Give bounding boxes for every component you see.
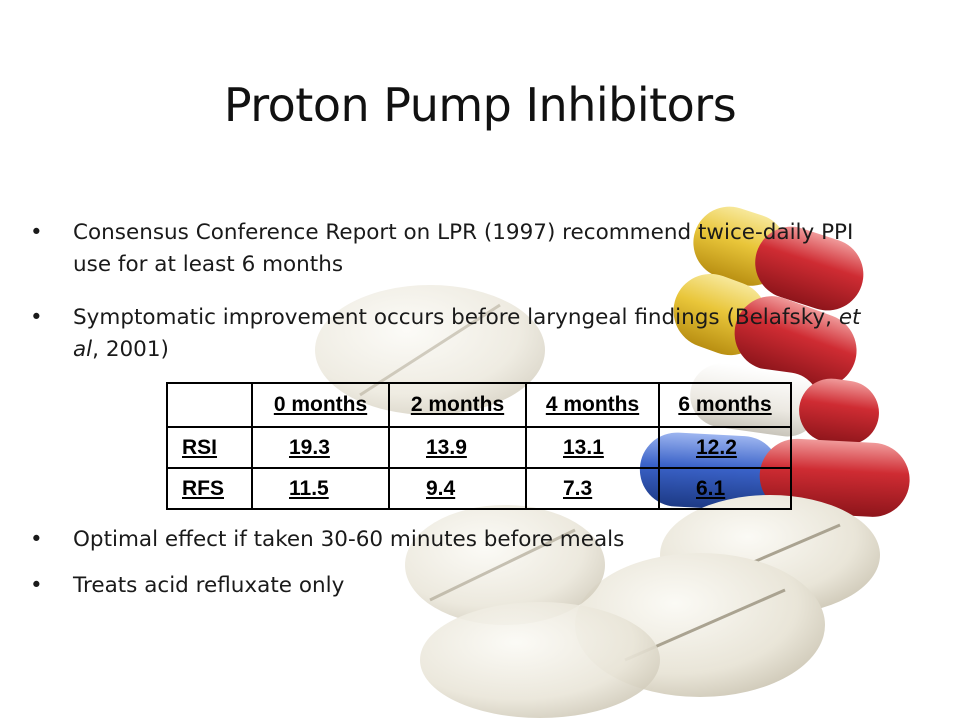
table-cell: 13.9 (388, 426, 527, 469)
bullet-marker: • (30, 573, 43, 598)
tablet-pill-icon (420, 602, 660, 718)
slide-title: Proton Pump Inhibitors (223, 78, 737, 132)
table-cell: 11.5 (251, 467, 390, 510)
table-row-label: RSI (166, 426, 253, 469)
bullet-text-italic: et al (73, 305, 861, 362)
table-header-row: 0 months 2 months 4 months 6 months (166, 382, 792, 428)
bullet-text: Treats acid refluxate only (73, 573, 345, 598)
table-row: RSI 19.3 13.9 13.1 12.2 (166, 426, 792, 469)
table-cell: 9.4 (388, 467, 527, 510)
capsule-yellow-red-icon (693, 206, 864, 311)
bullet-marker: • (30, 305, 43, 330)
capsule-yellow-red-icon (673, 273, 857, 388)
table-header-cell: 6 months (658, 382, 792, 428)
table-row: RFS 11.5 9.4 7.3 6.1 (166, 467, 792, 510)
table-header-cell: 2 months (388, 382, 527, 428)
tablet-pill-icon (405, 505, 605, 625)
table-cell: 12.2 (658, 426, 792, 469)
table-header-cell: 0 months (251, 382, 390, 428)
table-cell: 19.3 (251, 426, 390, 469)
bullet-text: Consensus Conference Report on LPR (1997… (73, 220, 854, 277)
bullet-text: Optimal effect if taken 30-60 minutes be… (73, 527, 625, 552)
bullet-marker: • (30, 527, 43, 552)
bullet-text: Symptomatic improvement occurs before la… (73, 302, 893, 366)
table-header-cell (166, 382, 253, 428)
bullet-text-part: Symptomatic improvement occurs before la… (73, 305, 839, 330)
table-row-label: RFS (166, 467, 253, 510)
table-cell: 13.1 (525, 426, 660, 469)
table-cell: 7.3 (525, 467, 660, 510)
table-cell: 6.1 (658, 467, 792, 510)
bullet-marker: • (30, 220, 43, 245)
results-table: 0 months 2 months 4 months 6 months RSI … (166, 382, 792, 510)
table-header-cell: 4 months (525, 382, 660, 428)
bullet-text-part: , 2001) (92, 337, 169, 362)
